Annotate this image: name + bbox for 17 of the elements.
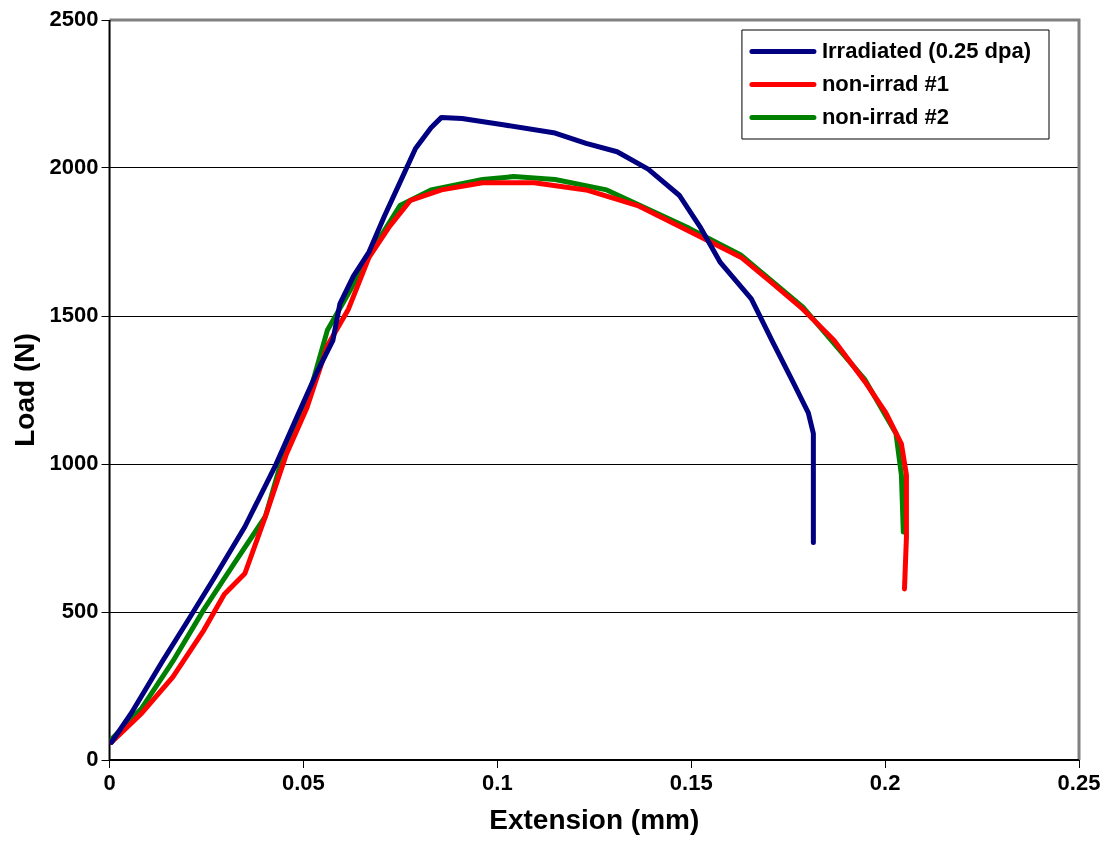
y-tick-label: 1000 <box>49 450 99 476</box>
x-tick-label: 0 <box>103 770 116 796</box>
x-tick-label: 0.2 <box>869 770 901 796</box>
y-tick-label: 1500 <box>49 302 99 328</box>
y-tick-label: 2500 <box>49 6 99 32</box>
x-tick-label: 0.25 <box>1057 770 1101 796</box>
x-tick-label: 0.15 <box>669 770 713 796</box>
legend-label: Irradiated (0.25 dpa) <box>821 37 1032 63</box>
y-tick-label: 2000 <box>49 154 99 180</box>
y-tick-label: 500 <box>61 598 99 624</box>
legend-label: non-irrad #2 <box>821 103 950 129</box>
x-tick-label: 0.1 <box>482 770 513 796</box>
y-axis-title: Load (N) <box>8 333 40 447</box>
x-tick-label: 0.05 <box>282 770 325 796</box>
y-tick-label: 0 <box>86 746 99 772</box>
legend-label: non-irrad #1 <box>821 70 950 96</box>
x-axis-title: Extension (mm) <box>489 803 700 835</box>
